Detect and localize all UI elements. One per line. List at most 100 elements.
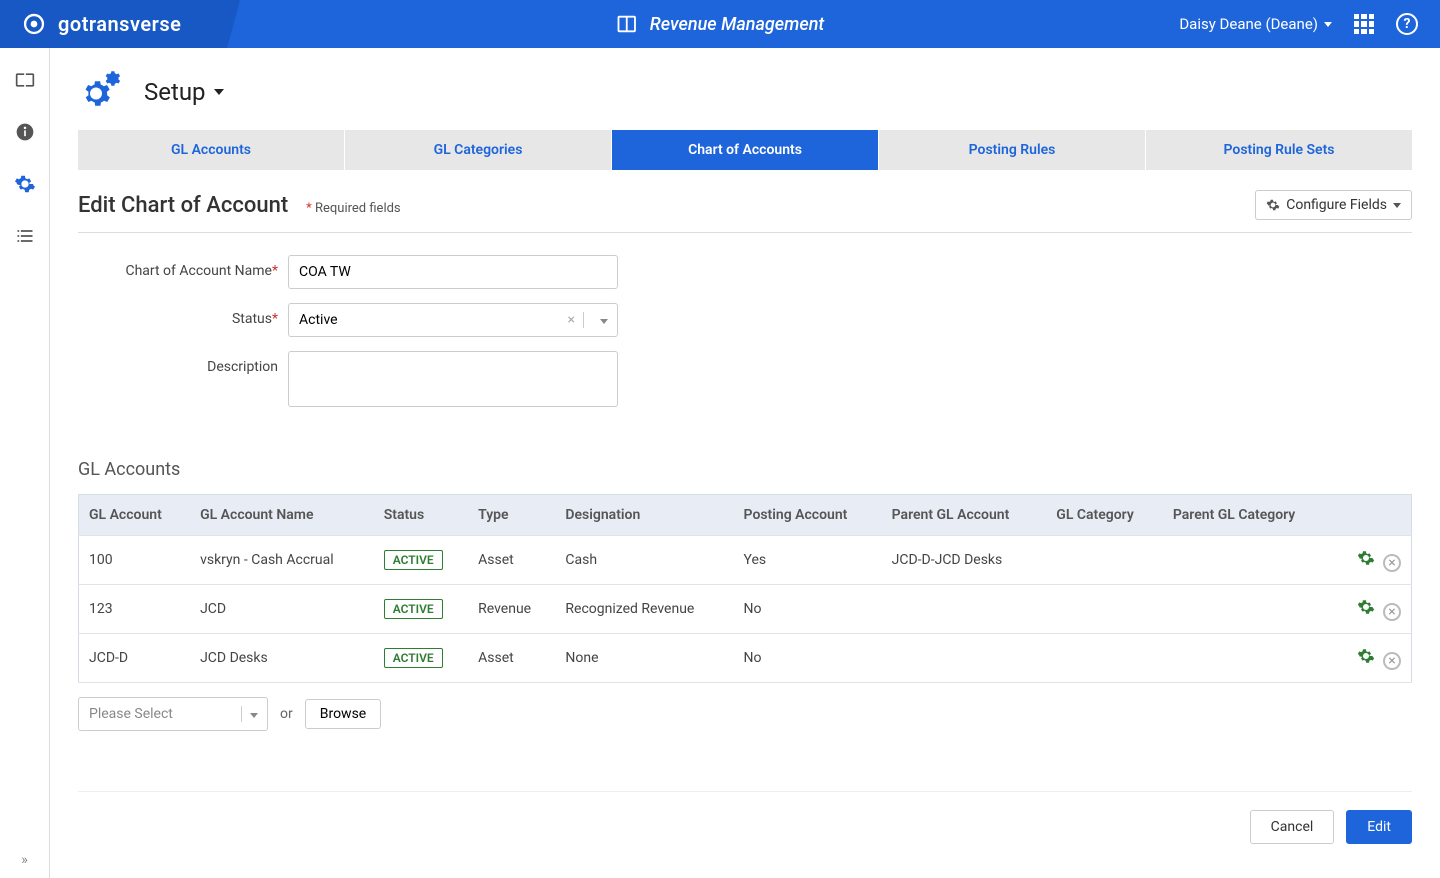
logo[interactable]: gotransverse [20,10,181,38]
table-cell: None [555,634,733,683]
table-cell: JCD-D [79,634,191,683]
required-fields-note: * Required fields [306,201,401,216]
user-name-label: Daisy Deane (Deane) [1179,15,1318,33]
chevron-down-icon [1324,22,1332,27]
section-title-wrap: Edit Chart of Account * Required fields [78,193,401,218]
form: Chart of Account Name* Status* × Descrip… [78,233,1412,435]
footer-buttons: Cancel Edit [78,791,1412,864]
page-title-label: Setup [144,78,206,106]
table-cell: ACTIVE [374,585,468,634]
app-header: gotransverse Revenue Management Daisy De… [0,0,1440,48]
clear-icon[interactable]: × [568,312,584,328]
table-cell: No [734,634,882,683]
header-left: gotransverse [0,0,181,48]
table-column-header [1333,495,1411,536]
chevron-down-icon [1393,203,1401,208]
book-icon [616,13,638,35]
status-badge: ACTIVE [384,648,443,668]
brand-name: gotransverse [58,12,181,36]
browse-button[interactable]: Browse [305,699,381,729]
apps-grid-icon[interactable] [1354,14,1374,34]
setup-gears-icon [78,68,126,116]
layout: » Setup GL AccountsGL CategoriesChart of… [0,48,1440,878]
table-cell: Cash [555,536,733,585]
row-actions: × [1333,536,1411,585]
header-right: Daisy Deane (Deane) ? [1179,13,1440,35]
table-cell [882,634,1047,683]
page-title-row: Setup [78,68,1412,116]
table-row: JCD-DJCD Desks ACTIVE AssetNoneNo × [79,634,1412,683]
chevron-down-icon [214,89,224,95]
table-header-row: GL AccountGL Account NameStatusTypeDesig… [79,495,1412,536]
description-label: Description [78,351,288,375]
table-cell [1163,585,1333,634]
nav-collapse-icon[interactable]: » [0,852,49,868]
tab-posting-rule-sets[interactable]: Posting Rule Sets [1146,130,1412,170]
nav-book-icon[interactable] [13,68,37,92]
table-cell: JCD Desks [190,634,374,683]
cancel-button[interactable]: Cancel [1250,810,1335,844]
table-column-header: GL Account Name [190,495,374,536]
nav-info-icon[interactable] [13,120,37,144]
row-remove-icon[interactable]: × [1383,554,1401,572]
table-row: 123JCDACTIVERevenueRecognized RevenueNo … [79,585,1412,634]
table-column-header: Status [374,495,468,536]
table-cell [882,585,1047,634]
status-select[interactable]: × [288,303,618,337]
table-footer-controls: or Browse [78,697,1412,731]
table-column-header: Type [468,495,555,536]
help-icon[interactable]: ? [1396,13,1418,35]
row-actions: × [1333,585,1411,634]
table-cell [1046,536,1163,585]
table-column-header: GL Account [79,495,191,536]
table-cell: Yes [734,536,882,585]
logo-icon [20,10,48,38]
table-cell: Asset [468,634,555,683]
table-cell: 123 [79,585,191,634]
section-header: Edit Chart of Account * Required fields … [78,190,1412,233]
table-column-header: Posting Account [734,495,882,536]
side-nav: » [0,48,50,878]
gl-accounts-table: GL AccountGL Account NameStatusTypeDesig… [78,494,1412,683]
main-content: Setup GL AccountsGL CategoriesChart of A… [50,48,1440,878]
tab-gl-categories[interactable]: GL Categories [345,130,612,170]
table-column-header: Parent GL Account [882,495,1047,536]
name-label: Chart of Account Name* [78,255,288,279]
row-actions: × [1333,634,1411,683]
row-settings-icon[interactable] [1356,548,1376,568]
tab-gl-accounts[interactable]: GL Accounts [78,130,345,170]
required-fields-label: Required fields [315,201,401,216]
table-cell: JCD [190,585,374,634]
row-settings-icon[interactable] [1356,597,1376,617]
row-remove-icon[interactable]: × [1383,652,1401,670]
configure-fields-button[interactable]: Configure Fields [1255,190,1412,220]
table-row: 100vskryn - Cash AccrualACTIVEAssetCashY… [79,536,1412,585]
chevron-down-icon [241,706,258,722]
gl-accounts-heading: GL Accounts [78,459,1412,480]
nav-setup-icon[interactable] [13,172,37,196]
form-row-description: Description [78,351,1412,411]
table-cell [1046,585,1163,634]
user-menu[interactable]: Daisy Deane (Deane) [1179,15,1332,33]
status-badge: ACTIVE [384,599,443,619]
edit-button[interactable]: Edit [1346,810,1412,844]
add-gl-select[interactable] [78,697,268,731]
table-cell [1046,634,1163,683]
nav-list-icon[interactable] [13,224,37,248]
add-gl-placeholder[interactable] [78,697,268,731]
table-column-header: Designation [555,495,733,536]
tab-posting-rules[interactable]: Posting Rules [879,130,1146,170]
name-input[interactable] [288,255,618,289]
page-title[interactable]: Setup [144,78,224,106]
form-row-name: Chart of Account Name* [78,255,1412,289]
module-title: Revenue Management [616,13,825,35]
row-settings-icon[interactable] [1356,646,1376,666]
row-remove-icon[interactable]: × [1383,603,1401,621]
tab-chart-of-accounts[interactable]: Chart of Accounts [612,130,879,170]
description-input[interactable] [288,351,618,407]
configure-fields-label: Configure Fields [1286,197,1387,213]
tabs: GL AccountsGL CategoriesChart of Account… [78,130,1412,170]
table-column-header: Parent GL Category [1163,495,1333,536]
table-cell: No [734,585,882,634]
table-cell: Revenue [468,585,555,634]
